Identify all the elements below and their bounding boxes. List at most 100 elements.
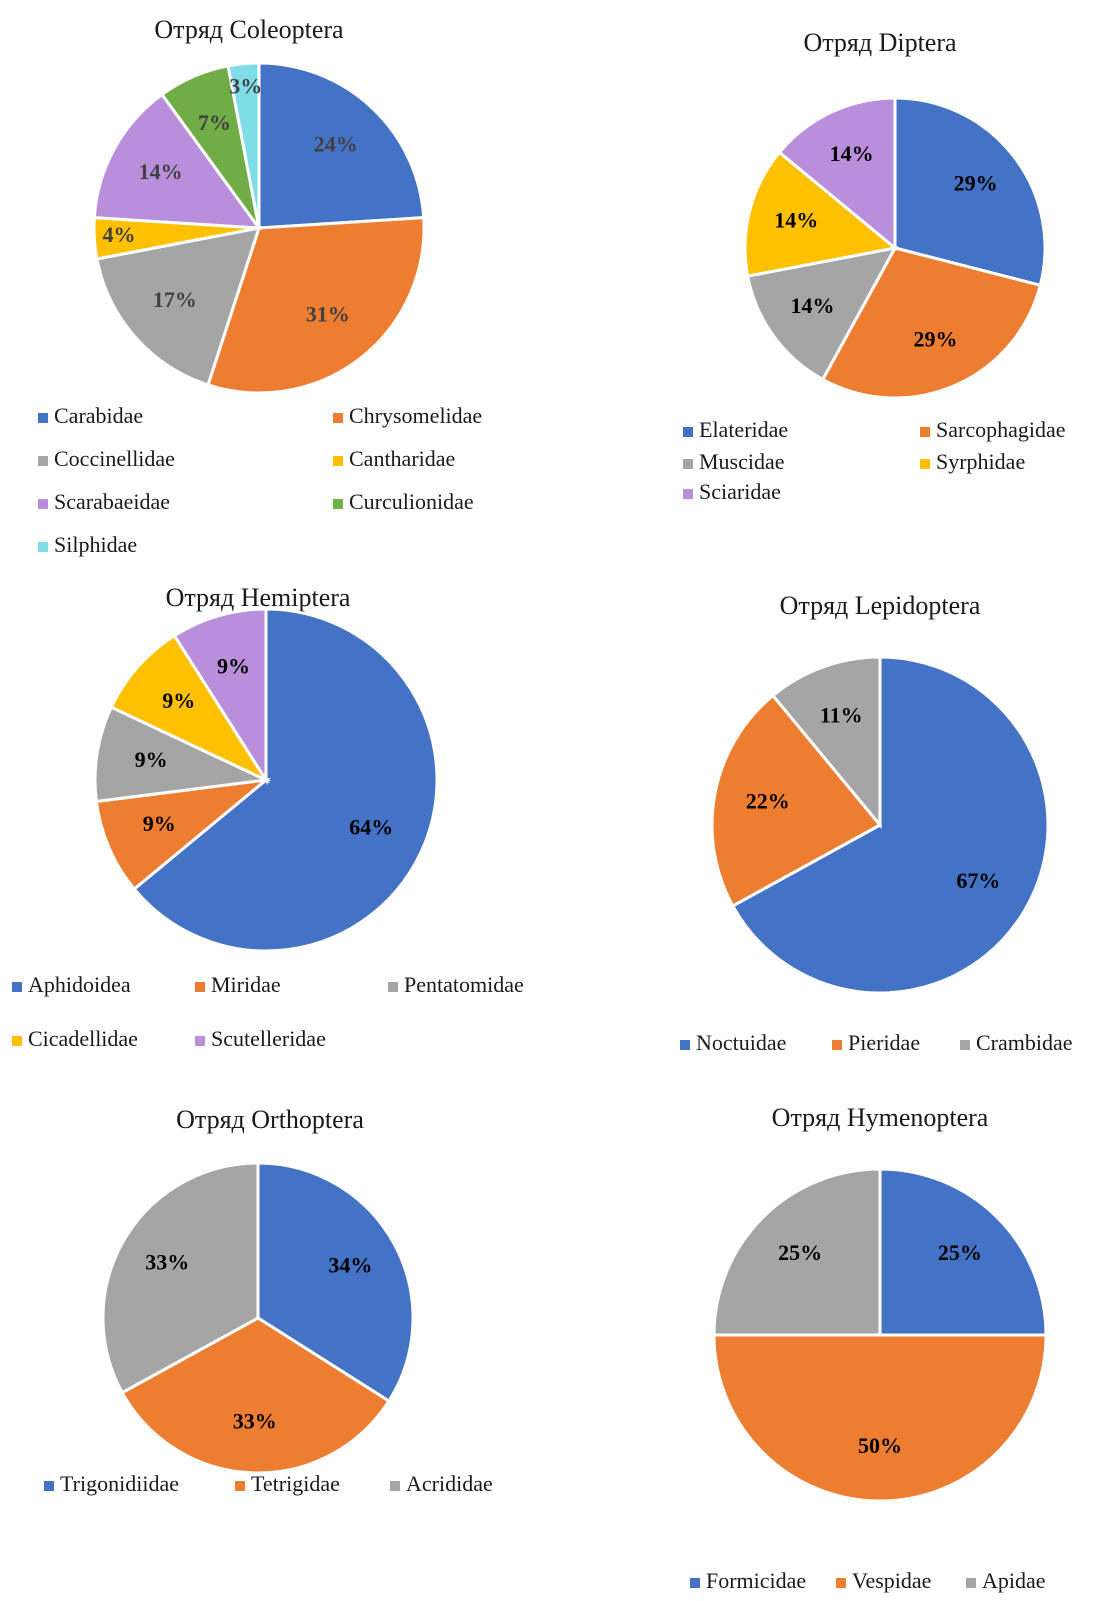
legend-swatch bbox=[683, 489, 693, 499]
legend-swatch bbox=[390, 1481, 400, 1491]
pie-slice bbox=[745, 245, 898, 382]
data-label: 17% bbox=[153, 287, 197, 312]
legend-label: Curculionidae bbox=[349, 489, 474, 514]
pie-slice bbox=[93, 705, 272, 804]
legend-swatch bbox=[690, 1578, 700, 1588]
legend-swatch bbox=[235, 1481, 245, 1491]
data-label: 31% bbox=[306, 302, 350, 327]
legend-label: Tetrigidae bbox=[251, 1471, 340, 1496]
legend-label: Scarabaeidae bbox=[54, 489, 170, 514]
legend-label: Noctuidae bbox=[696, 1030, 786, 1055]
data-label: 9% bbox=[162, 688, 195, 713]
pie-slice bbox=[770, 655, 882, 830]
pie-slice bbox=[257, 61, 426, 230]
legend-label: Crambidae bbox=[976, 1030, 1073, 1055]
data-label: 9% bbox=[135, 747, 168, 772]
legend-label: Miridae bbox=[211, 972, 281, 997]
data-label: 14% bbox=[790, 293, 834, 318]
data-label: 14% bbox=[139, 159, 183, 184]
chart-title: Отряд Diptera bbox=[803, 28, 957, 57]
legend-label: Scutelleridae bbox=[211, 1026, 326, 1051]
chart-title: Отряд Orthoptera bbox=[176, 1105, 364, 1134]
legend-swatch bbox=[333, 413, 343, 423]
data-label: 50% bbox=[858, 1433, 902, 1458]
data-label: 34% bbox=[328, 1252, 372, 1277]
data-label: 14% bbox=[774, 208, 818, 233]
legend-label: Chrysomelidae bbox=[349, 403, 482, 428]
data-label: 24% bbox=[314, 131, 358, 156]
data-label: 33% bbox=[233, 1408, 277, 1433]
legend-swatch bbox=[683, 427, 693, 437]
legend-swatch bbox=[38, 499, 48, 509]
legend-swatch bbox=[195, 1036, 205, 1046]
pie-slice bbox=[743, 150, 899, 278]
data-label: 7% bbox=[198, 110, 231, 135]
data-label: 33% bbox=[145, 1249, 189, 1274]
legend-swatch bbox=[680, 1040, 690, 1050]
pie-slice bbox=[777, 96, 897, 252]
data-label: 25% bbox=[778, 1240, 822, 1265]
data-label: 25% bbox=[938, 1240, 982, 1265]
legend-swatch bbox=[920, 427, 930, 437]
legend-label: Muscidae bbox=[699, 449, 785, 474]
pie-slice bbox=[820, 246, 1043, 400]
pie-slice bbox=[132, 607, 439, 953]
pie-slice bbox=[712, 1167, 882, 1337]
legend-label: Coccinellidae bbox=[54, 446, 175, 471]
legend-swatch bbox=[920, 459, 930, 469]
legend-label: Formicidae bbox=[706, 1568, 806, 1593]
legend-label: Apidae bbox=[982, 1568, 1046, 1593]
data-label: 64% bbox=[349, 815, 393, 840]
data-label: 9% bbox=[143, 811, 176, 836]
legend-label: Cicadellidae bbox=[28, 1026, 138, 1051]
legend-label: Pentatomidae bbox=[404, 972, 524, 997]
pie-slice bbox=[878, 1167, 1048, 1337]
legend-label: Carabidae bbox=[54, 403, 143, 428]
data-label: 11% bbox=[820, 703, 863, 728]
chart-title: Отряд Coleoptera bbox=[154, 15, 344, 44]
legend-swatch bbox=[12, 982, 22, 992]
pie-slice bbox=[893, 96, 1047, 288]
legend-swatch bbox=[388, 982, 398, 992]
legend-swatch bbox=[960, 1040, 970, 1050]
pie-slice bbox=[94, 777, 271, 892]
legend-label: Syrphidae bbox=[936, 449, 1025, 474]
legend-swatch bbox=[195, 982, 205, 992]
data-label: 3% bbox=[229, 73, 262, 98]
legend-swatch bbox=[333, 499, 343, 509]
legend-swatch bbox=[38, 542, 48, 552]
legend-swatch bbox=[44, 1481, 54, 1491]
data-label: 4% bbox=[103, 222, 136, 247]
data-label: 29% bbox=[914, 327, 958, 352]
data-label: 9% bbox=[217, 653, 250, 678]
legend-swatch bbox=[836, 1578, 846, 1588]
pie-slice bbox=[710, 693, 883, 908]
legend-swatch bbox=[333, 456, 343, 466]
data-label: 67% bbox=[956, 868, 1000, 893]
legend-label: Trigonidiidae bbox=[60, 1471, 179, 1496]
legend-label: Pieridae bbox=[848, 1030, 920, 1055]
data-label: 14% bbox=[830, 141, 874, 166]
pie-slice bbox=[109, 633, 271, 784]
data-label: 29% bbox=[954, 171, 998, 196]
legend-swatch bbox=[38, 413, 48, 423]
legend-swatch bbox=[12, 1036, 22, 1046]
pie-slice bbox=[730, 655, 1050, 995]
legend-label: Sciaridae bbox=[699, 479, 781, 504]
pie-slice bbox=[92, 92, 263, 230]
legend-label: Aphidoidea bbox=[28, 972, 131, 997]
chart-title: Отряд Hemiptera bbox=[166, 583, 351, 612]
data-label: 22% bbox=[746, 789, 790, 814]
pie-slice bbox=[172, 607, 268, 786]
legend-swatch bbox=[38, 456, 48, 466]
legend-label: Sarcophagidae bbox=[936, 417, 1066, 442]
pie-slice bbox=[712, 1333, 1048, 1503]
pie-slice bbox=[101, 1161, 260, 1395]
legend-swatch bbox=[832, 1040, 842, 1050]
legend-swatch bbox=[683, 459, 693, 469]
legend-label: Vespidae bbox=[852, 1568, 931, 1593]
legend-label: Cantharidae bbox=[349, 446, 455, 471]
legend-label: Silphidae bbox=[54, 532, 137, 557]
pie-slice bbox=[95, 226, 262, 387]
